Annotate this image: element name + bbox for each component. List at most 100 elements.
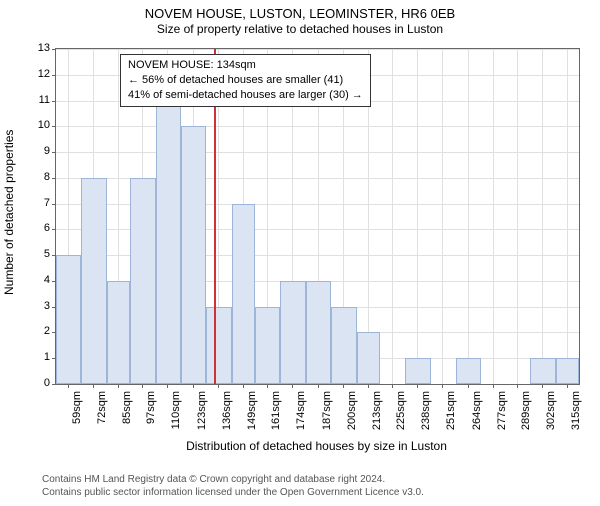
xtick-label: 225sqm: [395, 391, 407, 431]
callout-line-1: NOVEM HOUSE: 134sqm: [128, 58, 363, 73]
xtick-label: 97sqm: [145, 391, 157, 431]
histogram-bar: [130, 178, 155, 384]
x-axis-label: Distribution of detached houses by size …: [55, 439, 578, 453]
histogram-bar: [530, 358, 555, 384]
ytick-mark: [52, 229, 56, 230]
xtick-label: 110sqm: [170, 391, 182, 431]
xtick-mark: [493, 384, 494, 388]
xtick-label: 289sqm: [520, 391, 532, 431]
xtick-mark: [193, 384, 194, 388]
xtick-mark: [243, 384, 244, 388]
xtick-mark: [167, 384, 168, 388]
attribution-line-1: Contains HM Land Registry data © Crown c…: [42, 474, 424, 487]
gridline-vertical: [542, 49, 543, 384]
chart-container: NOVEM HOUSE, LUSTON, LEOMINSTER, HR6 0EB…: [0, 6, 600, 506]
ytick-label: 7: [30, 197, 50, 209]
xtick-mark: [567, 384, 568, 388]
histogram-bar: [107, 281, 130, 384]
xtick-label: 238sqm: [420, 391, 432, 431]
xtick-label: 315sqm: [570, 391, 582, 431]
xtick-label: 251sqm: [445, 391, 457, 431]
ytick-mark: [52, 152, 56, 153]
ytick-label: 0: [30, 377, 50, 389]
xtick-mark: [142, 384, 143, 388]
histogram-bar: [280, 281, 305, 384]
gridline-vertical: [567, 49, 568, 384]
gridline-vertical: [392, 49, 393, 384]
ytick-mark: [52, 204, 56, 205]
histogram-bar: [206, 307, 231, 384]
ytick-label: 5: [30, 248, 50, 260]
callout-box: NOVEM HOUSE: 134sqm ← 56% of detached ho…: [120, 54, 371, 107]
histogram-bar: [232, 204, 255, 384]
ytick-label: 6: [30, 222, 50, 234]
xtick-mark: [442, 384, 443, 388]
gridline-vertical: [468, 49, 469, 384]
ytick-label: 13: [30, 42, 50, 54]
xtick-label: 264sqm: [471, 391, 483, 431]
histogram-bar: [181, 126, 206, 384]
xtick-label: 213sqm: [371, 391, 383, 431]
gridline-vertical: [517, 49, 518, 384]
ytick-label: 4: [30, 274, 50, 286]
xtick-mark: [292, 384, 293, 388]
xtick-mark: [318, 384, 319, 388]
xtick-mark: [368, 384, 369, 388]
ytick-mark: [52, 178, 56, 179]
xtick-mark: [218, 384, 219, 388]
ytick-label: 8: [30, 171, 50, 183]
gridline-vertical: [442, 49, 443, 384]
xtick-label: 85sqm: [121, 391, 133, 431]
histogram-bar: [156, 101, 181, 384]
histogram-bar: [56, 255, 81, 384]
histogram-bar: [556, 358, 579, 384]
xtick-label: 187sqm: [321, 391, 333, 431]
xtick-label: 123sqm: [196, 391, 208, 431]
xtick-mark: [68, 384, 69, 388]
ytick-mark: [52, 49, 56, 50]
ytick-label: 1: [30, 351, 50, 363]
ytick-mark: [52, 384, 56, 385]
chart-subtitle: Size of property relative to detached ho…: [0, 22, 600, 36]
xtick-mark: [392, 384, 393, 388]
xtick-mark: [118, 384, 119, 388]
histogram-bar: [331, 307, 356, 384]
xtick-mark: [267, 384, 268, 388]
xtick-label: 149sqm: [246, 391, 258, 431]
gridline-vertical: [417, 49, 418, 384]
xtick-label: 136sqm: [221, 391, 233, 431]
ytick-label: 3: [30, 300, 50, 312]
histogram-bar: [306, 281, 331, 384]
xtick-label: 277sqm: [496, 391, 508, 431]
histogram-bar: [405, 358, 430, 384]
ytick-label: 9: [30, 145, 50, 157]
xtick-mark: [417, 384, 418, 388]
chart-title: NOVEM HOUSE, LUSTON, LEOMINSTER, HR6 0EB: [0, 6, 600, 21]
ytick-label: 11: [30, 94, 50, 106]
xtick-mark: [542, 384, 543, 388]
xtick-label: 59sqm: [71, 391, 83, 431]
callout-line-2: ← 56% of detached houses are smaller (41…: [128, 73, 363, 88]
ytick-mark: [52, 75, 56, 76]
xtick-label: 161sqm: [270, 391, 282, 431]
histogram-bar: [456, 358, 481, 384]
y-axis-label: Number of detached properties: [2, 135, 16, 295]
histogram-bar: [81, 178, 106, 384]
gridline-vertical: [493, 49, 494, 384]
xtick-label: 174sqm: [295, 391, 307, 431]
xtick-mark: [343, 384, 344, 388]
xtick-label: 302sqm: [545, 391, 557, 431]
xtick-label: 72sqm: [96, 391, 108, 431]
ytick-label: 12: [30, 68, 50, 80]
ytick-label: 2: [30, 325, 50, 337]
attribution: Contains HM Land Registry data © Crown c…: [42, 474, 424, 499]
ytick-label: 10: [30, 119, 50, 131]
histogram-bar: [255, 307, 280, 384]
attribution-line-2: Contains public sector information licen…: [42, 487, 424, 500]
xtick-mark: [93, 384, 94, 388]
histogram-bar: [357, 332, 380, 384]
callout-line-3: 41% of semi-detached houses are larger (…: [128, 88, 363, 103]
ytick-mark: [52, 101, 56, 102]
xtick-label: 200sqm: [346, 391, 358, 431]
xtick-mark: [468, 384, 469, 388]
